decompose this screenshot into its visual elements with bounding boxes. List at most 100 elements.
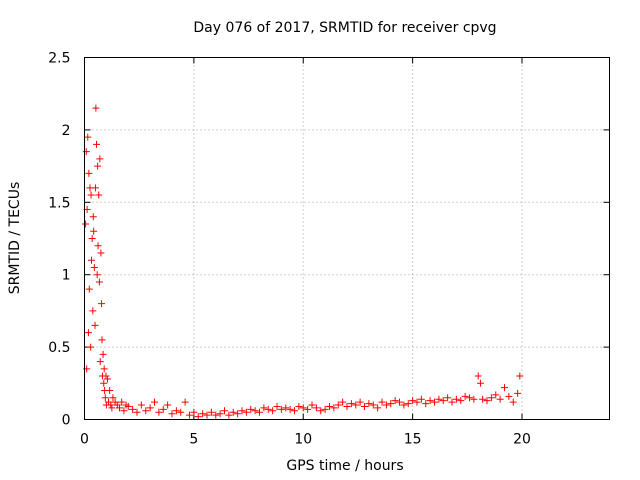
x-tick-label: 15 [404,432,422,448]
data-point [98,336,106,344]
plot-frame [84,57,610,420]
data-point [256,408,263,416]
y-axis-label: SRMTID / TECUs [7,182,23,295]
data-point [88,235,96,242]
data-point [264,405,272,413]
data-point [172,407,180,415]
x-tick-label: 10 [294,432,312,448]
data-points [82,104,524,421]
data-point [216,410,224,418]
data-point [321,405,329,413]
data-point [151,398,158,406]
data-point [470,395,478,403]
data-point [82,148,90,156]
data-point [107,401,115,409]
data-point [374,404,382,412]
data-point [89,307,97,315]
data-point [177,408,185,416]
data-point [448,398,456,406]
data-point [444,394,452,402]
data-point [93,271,101,279]
data-point [365,400,373,408]
data-point [194,413,202,421]
tick-labels: 0 5 10 15 20 0 0.5 1 1.5 2 2.5 [48,51,531,448]
data-point [137,401,145,409]
data-point [168,410,176,418]
data-point [96,155,104,163]
data-point [479,395,487,403]
data-point [461,392,469,400]
data-point [514,389,522,397]
data-point [90,227,98,235]
y-tick-label: 0 [62,413,71,429]
data-point [277,405,285,413]
data-point [295,402,303,410]
data-point [391,397,399,405]
data-point [108,404,116,412]
data-point [84,133,92,141]
data-point [452,395,460,403]
data-point [439,397,447,405]
data-point [291,407,298,415]
data-point [84,329,92,337]
data-point [299,404,307,412]
data-point [94,242,102,250]
data-point [343,402,351,410]
data-point [347,400,355,408]
data-point [487,394,495,402]
data-point [282,404,290,412]
data-point [339,398,347,406]
data-point [89,213,97,221]
data-point [93,140,101,148]
data-point [212,411,220,419]
data-point [286,405,294,413]
data-point [100,379,108,387]
y-tick-label: 2.5 [48,51,70,67]
data-point [124,402,132,410]
data-point [155,408,163,416]
data-point [82,220,90,228]
data-point [330,404,338,412]
data-point [404,400,412,408]
data-point [164,401,172,409]
data-point [101,394,109,402]
data-point [221,407,228,415]
data-point [109,394,117,402]
axis-ticks [84,57,610,420]
data-point [94,162,102,170]
data-point [87,343,95,351]
data-point [417,395,425,403]
data-point [99,350,107,358]
grid-lines [84,57,610,420]
data-point [229,408,237,416]
data-point [326,402,333,410]
data-point [96,358,104,366]
data-point [352,401,360,409]
data-point [103,375,111,383]
x-tick-label: 5 [189,432,198,448]
data-point [90,263,98,271]
data-point [247,405,255,413]
y-tick-label: 0.5 [48,340,70,356]
data-point [361,402,368,410]
data-point [91,184,99,192]
data-point [102,372,110,380]
data-point [207,408,215,416]
data-point [312,404,320,412]
data-point [87,191,95,199]
data-point [483,397,491,405]
data-point [118,398,126,406]
data-point [190,408,198,416]
data-point [505,392,513,400]
data-point [106,387,114,395]
chart-title: Day 076 of 2017, SRMTID for receiver cpv… [193,20,496,36]
data-point [308,401,316,409]
data-point [382,401,390,409]
data-point [238,407,246,415]
data-point [317,407,325,415]
data-point [159,405,167,413]
data-point [466,394,473,402]
data-point [120,407,128,415]
data-point [378,398,386,406]
data-point [100,365,108,373]
